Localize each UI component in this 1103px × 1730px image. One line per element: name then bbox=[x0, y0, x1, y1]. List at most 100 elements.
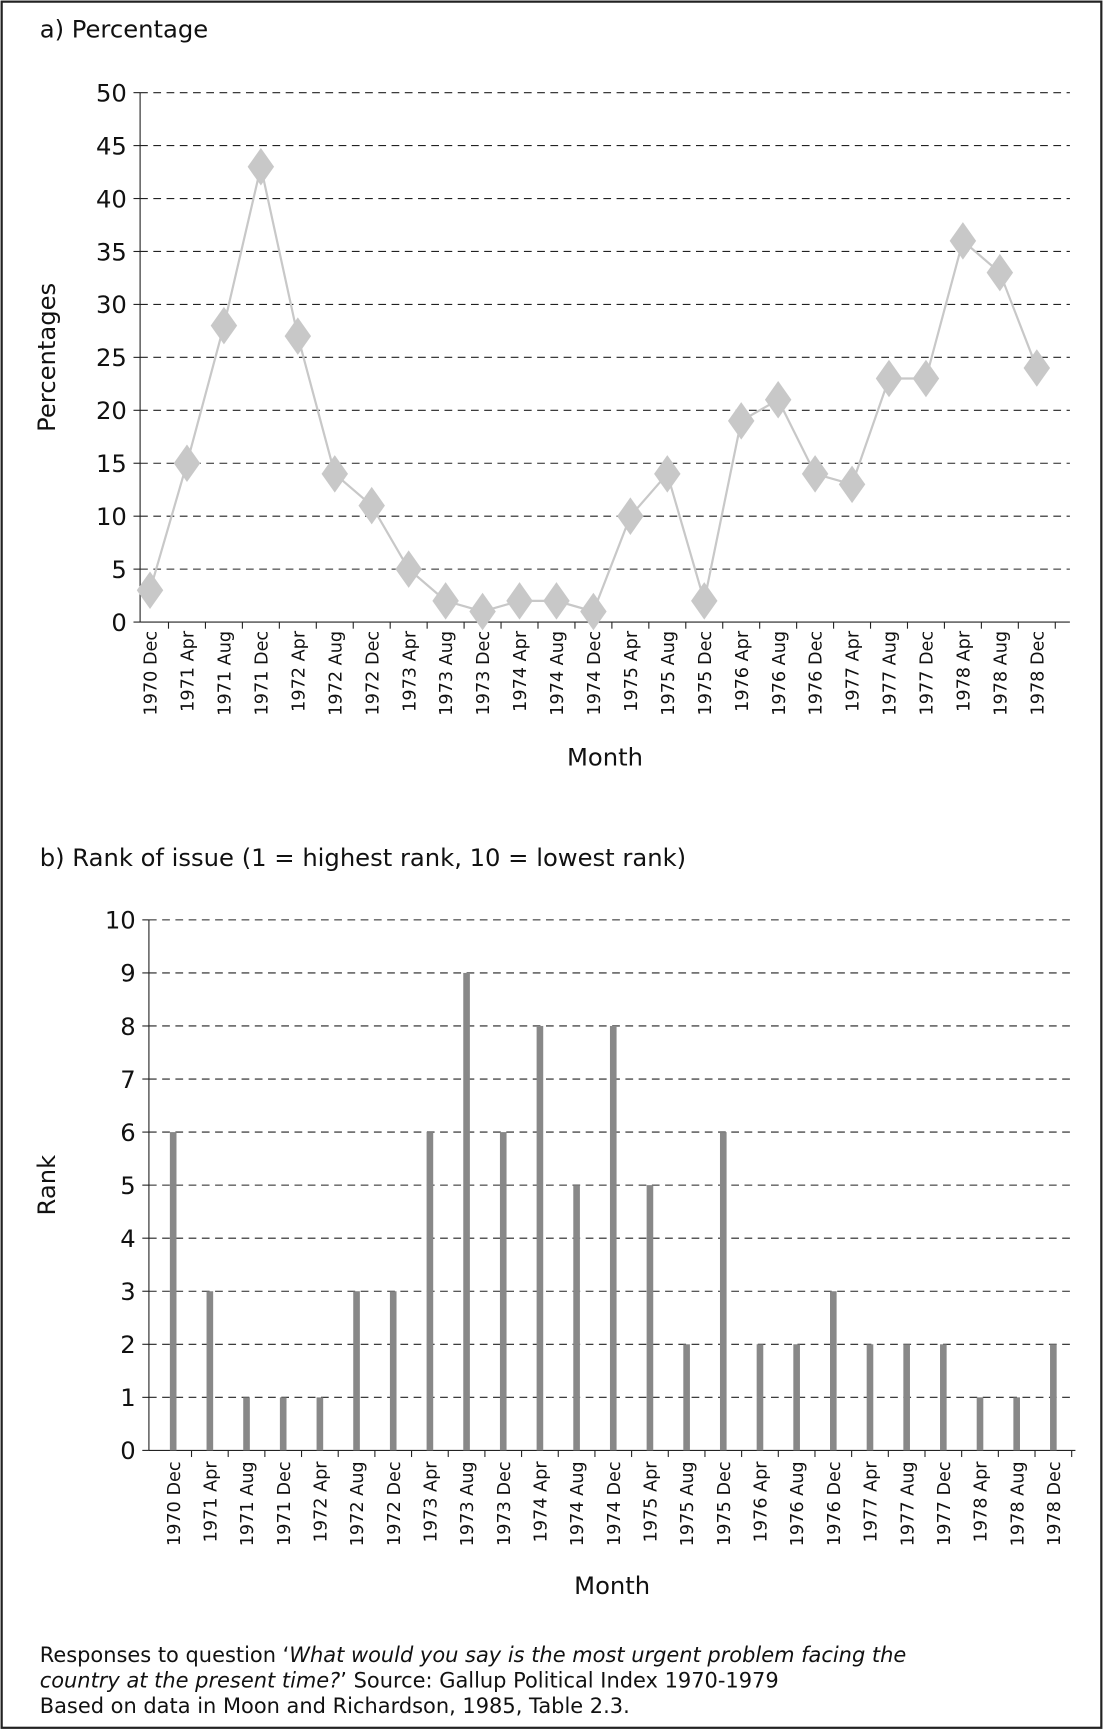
x-tick-label: 1975 Apr bbox=[622, 630, 642, 712]
bar bbox=[426, 1132, 434, 1451]
y-tick-label: 3 bbox=[120, 1277, 135, 1306]
x-tick-label: 1977 Apr bbox=[844, 630, 864, 712]
x-tick-label: 1976 Aug bbox=[770, 631, 790, 716]
y-tick-label: 0 bbox=[120, 1436, 135, 1465]
marker bbox=[506, 582, 533, 620]
marker bbox=[764, 380, 792, 419]
y-tick-label: 0 bbox=[111, 608, 126, 637]
x-tick-label: 1972 Apr bbox=[311, 1461, 331, 1543]
y-tick-label: 20 bbox=[96, 396, 127, 425]
y-tick-label: 15 bbox=[96, 449, 127, 478]
x-tick-label: 1978 Aug bbox=[991, 631, 1011, 716]
bar bbox=[793, 1344, 800, 1451]
x-tick-label: 1971 Dec bbox=[275, 1461, 295, 1546]
x-tick-label: 1974 Apr bbox=[532, 1461, 552, 1543]
y-tick-label: 7 bbox=[120, 1065, 135, 1094]
x-tick-label: 1975 Apr bbox=[642, 1461, 662, 1543]
x-tick-label: 1977 Aug bbox=[898, 1461, 918, 1546]
y-tick-label: 10 bbox=[105, 906, 136, 935]
subtitle: (1 = highest rank, 10 = lowest rank) bbox=[242, 843, 686, 872]
marker bbox=[691, 582, 718, 620]
x-tick-label: 1978 Apr bbox=[955, 630, 975, 712]
chart-title: b) Rank of issue (1 = highest rank, 10 =… bbox=[40, 843, 686, 872]
bar bbox=[609, 1025, 617, 1451]
bar bbox=[463, 972, 470, 1451]
x-tick-label: 1977 Dec bbox=[935, 1461, 955, 1546]
marker bbox=[949, 222, 977, 260]
x-tick-label: 1976 Apr bbox=[752, 1461, 772, 1543]
bar bbox=[279, 1397, 287, 1451]
x-tick-label: 1973 Aug bbox=[458, 1461, 478, 1546]
bar bbox=[206, 1291, 214, 1451]
bar bbox=[646, 1185, 654, 1451]
x-tick-label: 1977 Dec bbox=[918, 631, 938, 716]
x-tick-label: 1971 Aug bbox=[216, 631, 236, 716]
y-tick-label: 50 bbox=[96, 78, 127, 107]
marker bbox=[247, 148, 275, 186]
x-tick-label: 1973 Dec bbox=[474, 631, 494, 716]
title: a) Percentage bbox=[40, 15, 208, 44]
marker bbox=[801, 455, 829, 493]
note: Based on data in Moon and Richardson, 19… bbox=[40, 1694, 630, 1718]
x-axis-title: Month bbox=[574, 1571, 650, 1600]
x-tick-label: 1971 Dec bbox=[252, 631, 272, 716]
x-tick-label: 1973 Apr bbox=[422, 1461, 442, 1543]
y-tick-label: 25 bbox=[96, 343, 127, 372]
y-tick-label: 35 bbox=[96, 237, 127, 266]
bar bbox=[756, 1344, 764, 1451]
x-tick-label: 1977 Apr bbox=[862, 1461, 882, 1543]
marker bbox=[727, 402, 755, 440]
x-tick-label: 1971 Apr bbox=[179, 630, 199, 712]
x-tick-label: 1972 Aug bbox=[326, 631, 346, 716]
y-tick-label: 4 bbox=[120, 1224, 135, 1253]
x-tick-label: 1977 Aug bbox=[881, 631, 901, 716]
y-tick-label: 8 bbox=[120, 1012, 135, 1041]
note-question: What would you say is the most urgent pr… bbox=[289, 1643, 906, 1667]
x-tick-label: 1974 Dec bbox=[605, 1461, 625, 1546]
chart-title: a) Percentage bbox=[40, 15, 208, 44]
x-tick-label: 1978 Dec bbox=[1028, 631, 1048, 716]
bar bbox=[866, 1344, 874, 1451]
marker bbox=[284, 317, 312, 355]
bar bbox=[499, 1132, 507, 1451]
bar bbox=[353, 1291, 360, 1451]
x-tick-label: 1970 Dec bbox=[142, 631, 162, 716]
x-tick-label: 1970 Dec bbox=[165, 1461, 185, 1546]
x-tick-label: 1973 Aug bbox=[437, 631, 457, 716]
x-tick-label: 1975 Aug bbox=[659, 631, 679, 716]
marker bbox=[543, 582, 570, 620]
bar bbox=[169, 1132, 177, 1451]
x-tick-label: 1973 Apr bbox=[400, 630, 420, 712]
y-tick-label: 5 bbox=[120, 1171, 135, 1200]
title: b) Rank of issue bbox=[40, 843, 234, 872]
note: Responses to question ‘What would you sa… bbox=[40, 1643, 907, 1667]
x-tick-label: 1976 Dec bbox=[825, 1461, 845, 1546]
y-tick-label: 40 bbox=[96, 184, 127, 213]
bar bbox=[573, 1185, 580, 1451]
bar bbox=[903, 1344, 910, 1451]
marker bbox=[838, 465, 866, 504]
x-tick-label: 1975 Dec bbox=[715, 1461, 735, 1546]
x-tick-label: 1974 Aug bbox=[568, 1461, 588, 1546]
note-source: ’ Source: Gallup Political Index 1970-19… bbox=[340, 1669, 778, 1693]
bar bbox=[243, 1397, 250, 1451]
y-axis-title: Rank bbox=[32, 1155, 61, 1216]
x-tick-label: 1973 Dec bbox=[495, 1461, 515, 1546]
marker bbox=[875, 359, 903, 398]
marker bbox=[654, 455, 681, 493]
x-axis-title: Month bbox=[567, 742, 643, 771]
y-tick-label: 2 bbox=[120, 1330, 135, 1359]
x-tick-label: 1974 Apr bbox=[511, 630, 531, 712]
x-tick-label: 1975 Aug bbox=[678, 1461, 698, 1546]
y-tick-label: 6 bbox=[120, 1118, 135, 1147]
marker bbox=[358, 486, 385, 525]
y-tick-label: 5 bbox=[111, 555, 126, 584]
marker bbox=[580, 592, 607, 631]
marker bbox=[617, 497, 644, 535]
bar bbox=[536, 1025, 544, 1451]
y-tick-label: 45 bbox=[96, 131, 127, 160]
note-question: country at the present time? bbox=[40, 1669, 341, 1693]
bar bbox=[940, 1344, 947, 1451]
